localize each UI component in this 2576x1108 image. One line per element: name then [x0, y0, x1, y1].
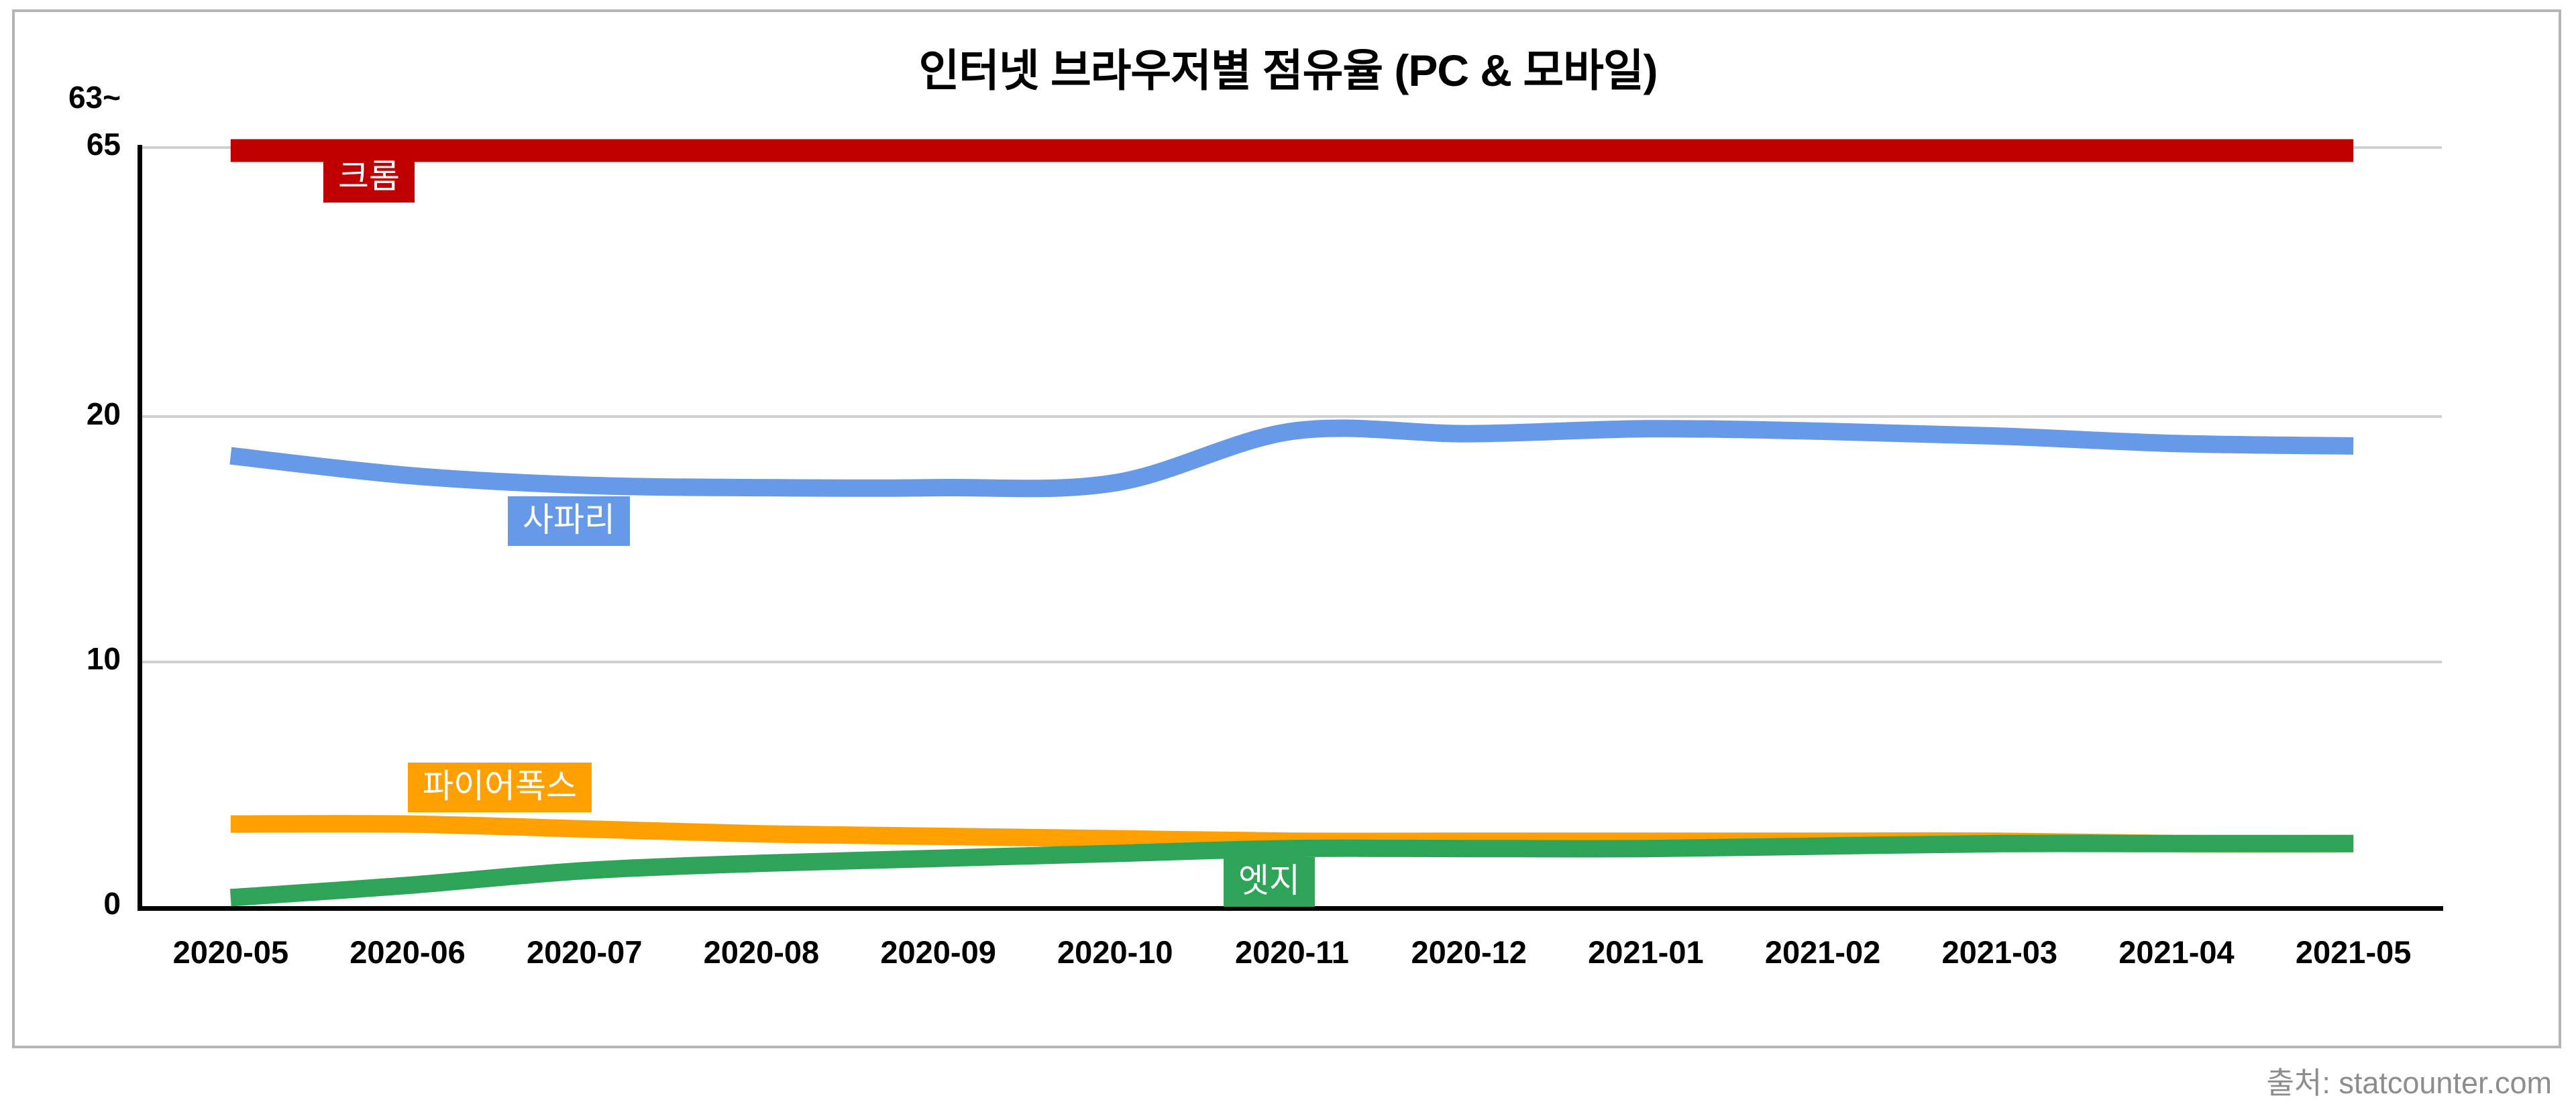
gridlines [142, 146, 2442, 663]
series-label-3: 엣지 [1224, 857, 1315, 907]
x-tick-label: 2020-05 [172, 934, 289, 970]
x-tick-label: 2020-06 [350, 934, 466, 970]
y-tick-label: 65 [86, 127, 121, 162]
x-tick-label: 2020-12 [1411, 934, 1527, 970]
source-note: 출처: statcounter.com [2266, 1066, 2552, 1100]
series-label-0: 크롬 [323, 153, 415, 203]
x-tick-label: 2020-07 [526, 934, 643, 970]
chart-lines-svg [142, 139, 2442, 907]
x-tick-label: 2021-03 [1941, 934, 2058, 970]
x-tick-label: 2021-02 [1764, 934, 1881, 970]
x-tick-label: 2021-04 [2118, 934, 2235, 970]
series-label-2: 파이어폭스 [408, 763, 592, 812]
x-tick-label: 2021-05 [2295, 934, 2412, 970]
y-tick-label: 0 [103, 886, 121, 921]
y-axis-line [138, 145, 142, 910]
x-axis-line [138, 906, 2443, 911]
series-label-1: 사파리 [508, 496, 630, 546]
series-line [229, 419, 2354, 498]
y-tick-label: 10 [86, 641, 121, 676]
x-tick-label: 2020-09 [880, 934, 996, 970]
series-line [229, 834, 2354, 907]
x-tick-label: 2020-08 [703, 934, 820, 970]
x-tick-label: 2020-11 [1235, 934, 1349, 970]
y-tick-label: 63~ [68, 80, 121, 115]
y-tick-label: 20 [86, 396, 121, 431]
x-axis-tick-labels: 2020-05 2020-06 2020-07 2020-08 2020-09 2020-… [0, 934, 2576, 981]
series-lines [229, 139, 2354, 907]
y-axis-tick-labels: 63~ 65 20 10 0 [0, 0, 121, 1108]
plot-area [142, 139, 2442, 909]
chart-title: 인터넷 브라우저별 점유율 (PC & 모바일) [918, 46, 1658, 95]
x-tick-label: 2020-10 [1057, 934, 1173, 970]
x-tick-label: 2021-01 [1588, 934, 1704, 970]
